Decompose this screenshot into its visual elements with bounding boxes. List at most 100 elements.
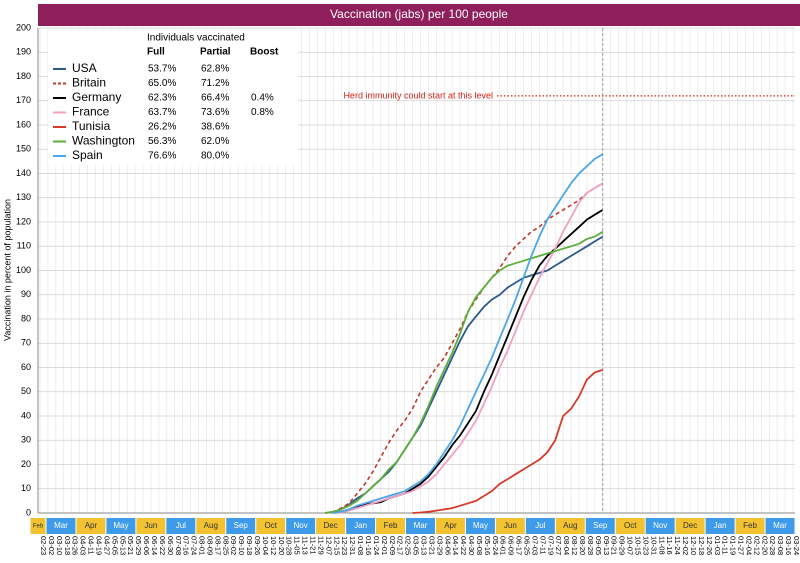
month-label: Aug bbox=[563, 521, 577, 530]
x-tick-label: 05-08 bbox=[475, 536, 484, 555]
x-tick-label: 04-14 bbox=[451, 536, 460, 555]
x-tick-label: 07-24 bbox=[190, 536, 199, 555]
legend-value: 71.2% bbox=[201, 78, 229, 89]
legend-label: USA bbox=[72, 61, 97, 75]
x-tick-label: 06-01 bbox=[499, 536, 508, 555]
legend-value: 38.6% bbox=[201, 122, 229, 133]
x-tick-label: 01-11 bbox=[721, 536, 730, 555]
x-tick-label: 04-19 bbox=[94, 536, 103, 555]
x-tick-label: 03-13 bbox=[419, 536, 428, 555]
series-line bbox=[412, 369, 604, 514]
x-tick-label: 03-26 bbox=[71, 536, 80, 555]
month-label: Feb bbox=[33, 524, 44, 530]
x-tick-label: 12-26 bbox=[705, 536, 714, 555]
x-tick-label: 09-02 bbox=[229, 536, 238, 555]
x-tick-label: 09-18 bbox=[245, 536, 254, 555]
legend-value: 62.3% bbox=[148, 93, 176, 104]
series-line bbox=[325, 182, 604, 514]
month-label: Dec bbox=[683, 521, 697, 530]
reference-label: Herd immunity could start at this level bbox=[343, 90, 493, 100]
x-tick-label: 12-02 bbox=[681, 536, 690, 555]
y-tick-label: 80 bbox=[21, 313, 31, 323]
legend-value: 62.8% bbox=[201, 64, 229, 75]
month-label: Nov bbox=[653, 521, 667, 530]
x-tick-label: 05-13 bbox=[118, 536, 127, 555]
x-tick-label: 02-23 bbox=[39, 536, 48, 555]
x-tick-label: 05-05 bbox=[110, 536, 119, 555]
x-tick-label: 12-10 bbox=[689, 536, 698, 555]
x-tick-label: 11-08 bbox=[657, 536, 666, 555]
x-tick-label: 09-29 bbox=[618, 536, 627, 555]
x-tick-label: 04-27 bbox=[102, 536, 111, 555]
month-box bbox=[136, 518, 166, 534]
x-tick-label: 09-13 bbox=[602, 536, 611, 555]
x-tick-label: 09-10 bbox=[237, 536, 246, 555]
chart-title: Vaccination (jabs) per 100 people bbox=[330, 7, 508, 21]
x-tick-label: 03-21 bbox=[427, 536, 436, 555]
x-tick-label: 04-06 bbox=[443, 536, 452, 555]
x-tick-label: 01-24 bbox=[372, 536, 381, 555]
month-label: Jan bbox=[714, 521, 727, 530]
legend-value: 26.2% bbox=[148, 122, 176, 133]
x-tick-label: 10-15 bbox=[633, 536, 642, 555]
month-label: Sep bbox=[234, 521, 249, 530]
legend-background bbox=[48, 30, 298, 165]
y-tick-label: 140 bbox=[16, 168, 31, 178]
x-tick-label: 01-03 bbox=[713, 536, 722, 555]
y-tick-label: 90 bbox=[21, 289, 31, 299]
y-tick-label: 190 bbox=[16, 47, 31, 57]
x-tick-label: 03-29 bbox=[435, 536, 444, 555]
x-tick-label: 06-25 bbox=[523, 536, 532, 555]
x-tick-label: 03-18 bbox=[63, 536, 72, 555]
legend-value: 0.8% bbox=[251, 107, 274, 118]
y-tick-label: 130 bbox=[16, 192, 31, 202]
legend-value: 63.7% bbox=[148, 107, 176, 118]
x-tick-label: 07-03 bbox=[530, 536, 539, 555]
legend-value: 76.6% bbox=[148, 151, 176, 162]
x-tick-label: 08-25 bbox=[221, 536, 230, 555]
x-tick-label: 12-18 bbox=[697, 536, 706, 555]
x-tick-label: 08-12 bbox=[570, 536, 579, 555]
x-tick-label: 07-11 bbox=[538, 536, 547, 555]
month-label: Jun bbox=[504, 521, 517, 530]
x-tick-label: 10-23 bbox=[641, 536, 650, 555]
y-tick-label: 200 bbox=[16, 22, 31, 32]
month-box bbox=[495, 518, 525, 534]
x-tick-label: 02-17 bbox=[396, 536, 405, 555]
x-tick-label: 06-06 bbox=[142, 536, 151, 555]
x-tick-label: 03-24 bbox=[792, 536, 800, 555]
x-tick-label: 03-08 bbox=[776, 536, 785, 555]
month-box bbox=[30, 518, 46, 534]
month-label: Mar bbox=[54, 521, 68, 530]
series-line bbox=[325, 235, 604, 514]
x-tick-label: 11-29 bbox=[316, 536, 325, 555]
month-label: Jan bbox=[354, 521, 367, 530]
x-tick-label: 07-27 bbox=[554, 536, 563, 555]
month-label: May bbox=[473, 521, 488, 530]
legend-value: 65.0% bbox=[148, 78, 176, 89]
month-label: Mar bbox=[773, 521, 787, 530]
y-tick-label: 10 bbox=[21, 483, 31, 493]
x-tick-label: 05-16 bbox=[483, 536, 492, 555]
x-tick-label: 02-01 bbox=[380, 536, 389, 555]
x-tick-label: 06-14 bbox=[150, 536, 159, 555]
x-tick-label: 06-09 bbox=[507, 536, 516, 555]
x-tick-label: 01-08 bbox=[356, 536, 365, 555]
month-label: Mar bbox=[414, 521, 428, 530]
series-line bbox=[333, 153, 604, 514]
month-box bbox=[376, 518, 406, 534]
legend-column-header: Full bbox=[147, 47, 165, 58]
series-line bbox=[333, 182, 604, 514]
x-tick-label: 09-05 bbox=[594, 536, 603, 555]
x-tick-label: 02-20 bbox=[760, 536, 769, 555]
x-tick-label: 08-09 bbox=[205, 536, 214, 555]
month-label: Apr bbox=[85, 521, 98, 530]
month-box bbox=[196, 518, 226, 534]
month-label: Aug bbox=[204, 521, 218, 530]
month-box bbox=[735, 518, 765, 534]
x-tick-label: 11-21 bbox=[309, 536, 318, 555]
legend-value: 56.3% bbox=[148, 136, 176, 147]
x-tick-label: 08-17 bbox=[213, 536, 222, 555]
x-tick-label: 05-24 bbox=[491, 536, 500, 555]
